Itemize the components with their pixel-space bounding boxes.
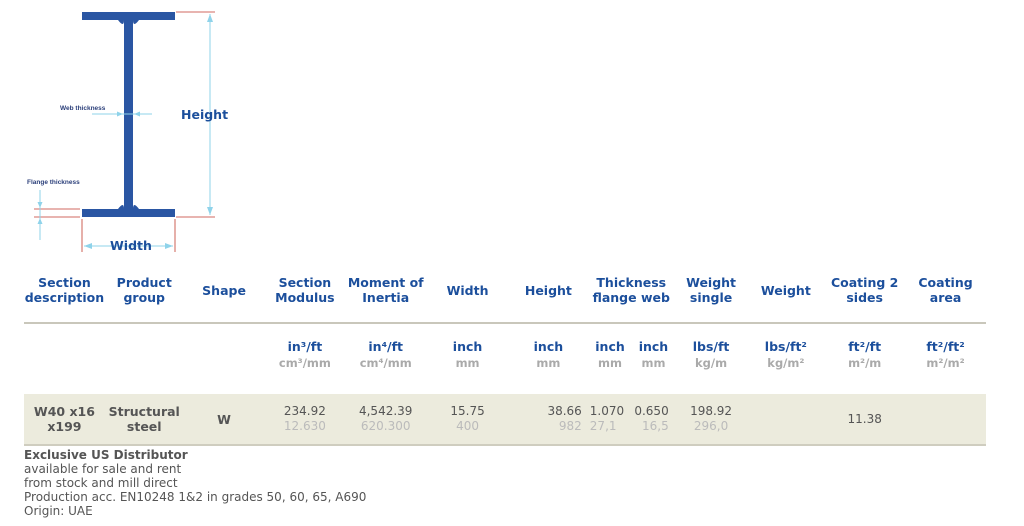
- header-separator: [24, 312, 986, 324]
- header-coating-2-sides: Coating 2 sides: [830, 275, 899, 305]
- header-thickness: Thickness flange web: [592, 275, 670, 305]
- header-product-group: Product group: [116, 275, 172, 305]
- header-weight-single: Weight single: [686, 275, 737, 305]
- header-section-modulus: Section Modulus: [275, 275, 335, 305]
- unit-web: inch mm: [638, 339, 669, 370]
- spec-table: Section description Product group Shape Se…: [24, 268, 986, 446]
- width-label: Width: [110, 238, 152, 253]
- top-flange: [82, 12, 175, 20]
- header-section-description: Section description: [24, 275, 105, 305]
- notes-line: from stock and mill direct: [24, 476, 178, 490]
- cell-height: 38.66 982: [508, 394, 588, 446]
- header-height: Height: [524, 282, 572, 298]
- unit-weight-single: lbs/ft kg/m: [692, 339, 730, 370]
- cell-shape: W: [183, 394, 265, 446]
- unit-coating-2-sides: ft²/ft m²/m: [848, 339, 882, 370]
- cell-width: 15.75 400: [426, 394, 509, 446]
- height-label: Height: [181, 107, 229, 122]
- notes-line: Origin: UAE: [24, 504, 93, 518]
- cell-coating-area: [905, 394, 986, 446]
- notes-title: Exclusive US Distributor: [24, 448, 188, 462]
- header-row: Section description Product group Shape Se…: [24, 268, 986, 312]
- unit-coating-area: ft²/ft² m²/m²: [926, 339, 965, 370]
- cell-moment-of-inertia: 4,542.39 620.300: [345, 394, 427, 446]
- header-width: Width: [446, 282, 489, 298]
- cell-section-modulus: 234.92 12.630: [264, 394, 346, 446]
- unit-moment-of-inertia: in⁴/ft cm⁴/mm: [359, 339, 412, 370]
- cell-product-group: Structural steel: [104, 394, 184, 446]
- i-beam-diagram: [34, 11, 215, 252]
- cell-coating-2-sides: 11.38: [824, 394, 906, 446]
- header-shape: Shape: [202, 282, 246, 298]
- bottom-flange: [82, 209, 175, 217]
- web-thickness-label: Web thickness: [60, 105, 106, 112]
- table-row: W40 x16 x199 Structural steel W 234.92 12.6…: [24, 394, 986, 446]
- units-row: in³/ft cm³/mm in⁴/ft cm⁴/mm inch mm inch mm …: [24, 323, 986, 386]
- header-weight: Weight: [760, 282, 811, 298]
- cell-web: 0.650 16,5: [632, 394, 675, 446]
- unit-height: inch mm: [533, 339, 564, 370]
- header-coating-area: Coating area: [918, 275, 973, 305]
- cell-section-description: W40 x16 x199: [24, 394, 105, 446]
- header-moment-of-inertia: Moment of Inertia: [347, 275, 424, 305]
- cell-weight-single: 198.92 296,0: [674, 394, 748, 446]
- unit-width: inch mm: [452, 339, 483, 370]
- notes-line: available for sale and rent: [24, 462, 182, 476]
- notes-line: Production acc. EN10248 1&2 in grades 50…: [24, 490, 367, 504]
- cell-flange: 1.070 27,1: [587, 394, 633, 446]
- flange-thickness-label: Flange thickness: [27, 179, 80, 186]
- distributor-notes: Exclusive US Distributor available for s…: [24, 448, 366, 518]
- unit-section-modulus: in³/ft cm³/mm: [278, 339, 331, 370]
- web: [124, 18, 133, 214]
- unit-weight: lbs/ft² kg/m²: [764, 339, 807, 370]
- unit-flange: inch mm: [595, 339, 625, 370]
- cell-weight: [747, 394, 825, 446]
